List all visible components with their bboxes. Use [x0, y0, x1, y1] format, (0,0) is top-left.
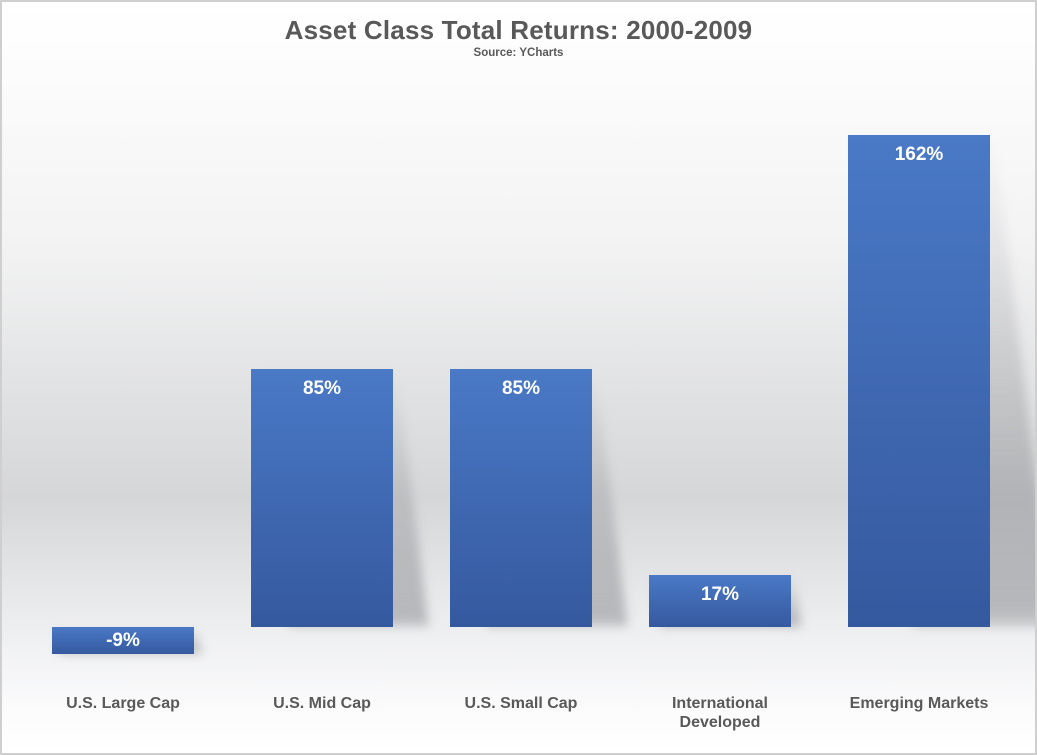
- bar-shadow: [255, 369, 429, 627]
- bar-value-label: 162%: [894, 144, 944, 165]
- category-tick-label: International Developed: [671, 695, 768, 731]
- bar-shadow: [653, 575, 802, 627]
- category-tick-label: U.S. Large Cap: [66, 695, 180, 712]
- bar-value-label: 17%: [700, 584, 740, 605]
- bar-value-label: 85%: [501, 378, 541, 399]
- category-tick-label: Emerging Markets: [849, 695, 989, 712]
- bar-u-s-mid-cap: [251, 369, 393, 627]
- category-tick-label: U.S. Mid Cap: [273, 695, 371, 712]
- chart-subtitle: Source: YCharts: [473, 47, 564, 59]
- category-tick-label: U.S. Small Cap: [464, 695, 578, 712]
- bar-value-label: 85%: [302, 378, 342, 399]
- bar-shadow: [852, 135, 1035, 627]
- bar-value-label: -9%: [106, 629, 140, 651]
- bar-shadow: [56, 627, 202, 654]
- chart-title: Asset Class Total Returns: 2000-2009: [284, 15, 753, 45]
- bar-u-s-small-cap: [450, 369, 592, 627]
- bar-international-developed: [649, 575, 791, 627]
- bar-u-s-large-cap: [52, 627, 194, 654]
- bar-shadow: [454, 369, 628, 627]
- bar-emerging-markets: [848, 135, 990, 627]
